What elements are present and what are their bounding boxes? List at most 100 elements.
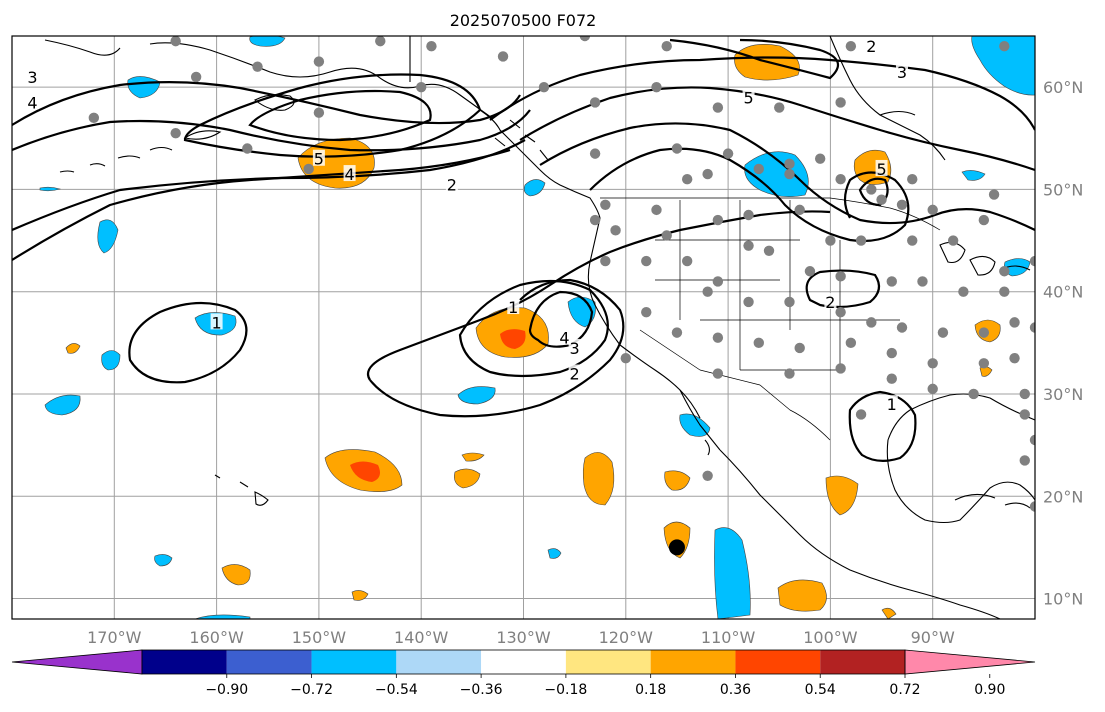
station-dot: [753, 163, 764, 175]
neg-anomaly-region: [457, 386, 496, 405]
station-dot: [661, 230, 672, 241]
station-dot: [958, 286, 969, 297]
station-dot: [416, 81, 427, 93]
station-dot: [845, 41, 857, 52]
colorbar-segment: [735, 650, 821, 674]
station-dot: [886, 276, 897, 287]
station-dot: [927, 204, 938, 216]
station-dot: [712, 368, 724, 379]
station-dot: [702, 470, 713, 482]
neg-anomaly-region: [249, 36, 286, 47]
station-dot: [702, 168, 713, 180]
station-dot: [1029, 255, 1035, 267]
contour-label-bg: [343, 165, 356, 182]
station-dot: [999, 266, 1010, 277]
contour-label-bg: [507, 298, 520, 315]
colorbar-tick-label: −0.72: [290, 682, 333, 698]
station-dot: [600, 255, 611, 267]
neg-anomaly-region: [961, 170, 986, 181]
contour-label-bg: [312, 149, 325, 166]
contour-label: 5: [876, 160, 886, 179]
contour-label: 1: [212, 313, 222, 332]
station-dot: [743, 296, 754, 308]
station-dot: [886, 373, 897, 384]
pos-anomaly-region: [351, 590, 369, 601]
contour-label: 2: [570, 365, 580, 384]
pos-anomaly-region: [221, 564, 251, 586]
contour-label-bg: [1039, 140, 1051, 156]
neg-anomaly-region: [39, 186, 62, 192]
colorbar-tick-label: −0.18: [544, 682, 587, 698]
station-dot: [937, 327, 949, 338]
lon-tick-label: 170°W: [87, 628, 142, 647]
colorbar-tick-label: −0.36: [460, 682, 503, 698]
station-dot: [589, 97, 601, 108]
contour-label-bg: [885, 395, 898, 412]
longitude-tick-labels: 170°W 160°W 150°W 140°W 130°W 120°W 110°W 100°W…: [87, 628, 955, 647]
station-dot: [1019, 388, 1030, 400]
station-dot: [651, 204, 662, 216]
lat-tick-label: 50°N: [1043, 180, 1083, 199]
colorbar-segment: [396, 650, 482, 674]
station-dot: [784, 368, 795, 379]
station-dot: [589, 214, 601, 226]
station-dot: [589, 148, 601, 159]
station-dot: [170, 127, 181, 139]
contour-label-bg: [445, 175, 458, 192]
station-dot: [835, 363, 846, 374]
station-dot: [855, 409, 867, 420]
neg-anomaly-region: [194, 614, 251, 619]
station-dot: [712, 214, 724, 226]
latitude-tick-labels: 60°N 50°N 40°N 30°N 20°N 10°N: [1043, 78, 1083, 608]
station-dot: [907, 235, 918, 246]
station-dot: [978, 358, 990, 369]
lon-tick-label: 140°W: [394, 628, 449, 647]
station-dot: [784, 168, 795, 180]
colorbar-tick-label: 0.36: [720, 682, 751, 698]
contour-label-bg: [26, 67, 39, 84]
station-dot: [1029, 322, 1035, 333]
lat-tick-label: 40°N: [1043, 283, 1083, 302]
contour-label-bg: [896, 62, 909, 79]
pos-anomaly-region: [461, 452, 485, 462]
coastlines: [44, 36, 1035, 619]
grid-lines: [12, 36, 1035, 619]
contour-label: 5: [743, 88, 753, 107]
station-dot: [978, 327, 990, 338]
contour-label: 2: [866, 37, 876, 56]
pos-anomaly-region: [582, 452, 615, 506]
station-dot: [743, 240, 754, 251]
station-dot: [641, 255, 652, 267]
contour-label: 1: [508, 298, 518, 317]
station-dot: [835, 173, 846, 185]
station-dot: [999, 286, 1010, 297]
station-dot: [1009, 352, 1020, 364]
special-point-marker: [668, 539, 685, 556]
colorbar-tick-label: −0.54: [375, 682, 418, 698]
station-dot: [1009, 317, 1020, 328]
pos-anomaly-region: [454, 468, 481, 489]
station-dot: [303, 163, 314, 175]
station-dot: [579, 36, 591, 42]
neg-anomaly-region: [44, 394, 81, 416]
station-dot: [763, 245, 775, 256]
station-dot: [774, 102, 785, 113]
station-dot: [610, 225, 621, 236]
pos-anomaly-region: [664, 470, 691, 491]
station-dot: [835, 306, 846, 318]
station-dot: [866, 184, 877, 195]
lat-tick-label: 10°N: [1043, 590, 1083, 609]
lon-tick-label: 90°W: [911, 628, 955, 647]
station-dot: [927, 383, 938, 395]
contour-label: 3: [570, 339, 580, 358]
neg-anomaly-region: [101, 350, 121, 371]
station-dot: [999, 41, 1010, 52]
contour-label: 3: [27, 68, 37, 87]
colorbar-tick-label: 0.54: [805, 682, 836, 698]
contour-label: 4: [1040, 140, 1050, 159]
colorbar-extend-high: [904, 649, 1036, 675]
contour-label-bg: [26, 93, 39, 110]
station-dot: [641, 306, 652, 318]
